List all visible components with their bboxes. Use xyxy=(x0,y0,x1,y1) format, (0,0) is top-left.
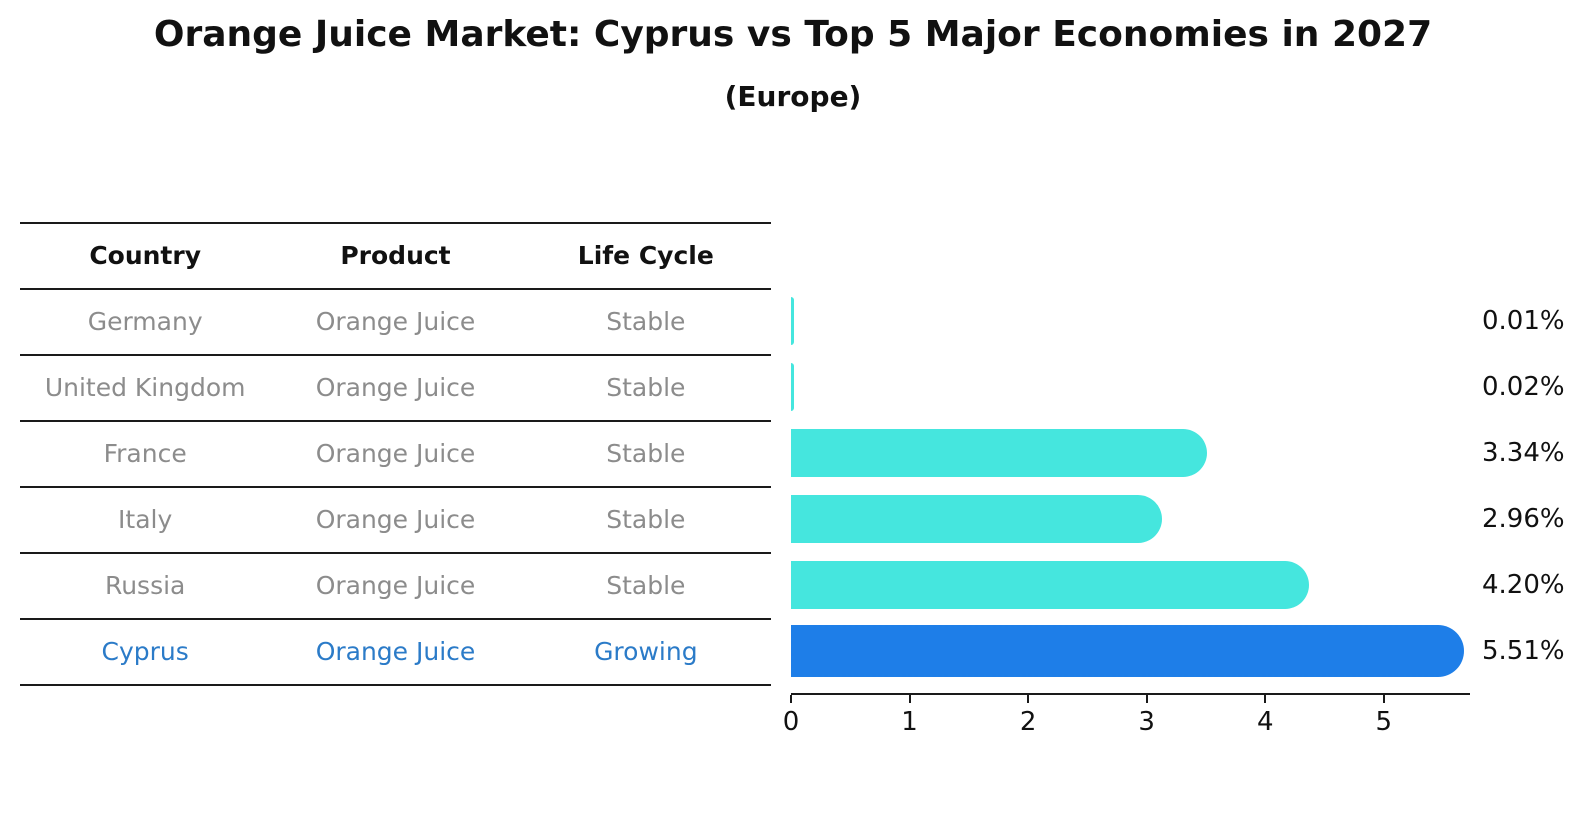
cell-life-cycle: Growing xyxy=(594,637,698,666)
x-tick-mark xyxy=(1145,695,1148,703)
value-label: 0.01% xyxy=(1482,306,1565,336)
country-table: Country Product Life Cycle Germany Orang… xyxy=(20,222,771,686)
bar-row xyxy=(791,288,1468,354)
cell-product: Orange Juice xyxy=(315,439,476,468)
bar-row xyxy=(791,552,1468,618)
cell-life-cycle: Stable xyxy=(606,439,686,468)
x-tick-mark xyxy=(908,695,911,703)
table-row: Germany Orange Juice Stable xyxy=(20,290,771,356)
bar-france xyxy=(791,429,1207,477)
x-tick-label: 5 xyxy=(1375,707,1393,737)
column-header-product: Product xyxy=(340,241,451,270)
x-tick-mark xyxy=(790,695,792,703)
table-row-cyprus: Cyprus Orange Juice Growing xyxy=(20,620,771,686)
cell-life-cycle: Stable xyxy=(606,505,686,534)
value-label: 5.51% xyxy=(1482,636,1565,666)
x-tick-mark xyxy=(1264,695,1267,703)
cell-country: Italy xyxy=(118,505,173,534)
bar-italy xyxy=(791,495,1162,543)
table-row: Russia Orange Juice Stable xyxy=(20,554,771,620)
cell-country: Cyprus xyxy=(101,637,189,666)
x-tick-label: 4 xyxy=(1256,707,1274,737)
chart-title: Orange Juice Market: Cyprus vs Top 5 Maj… xyxy=(153,14,1433,55)
cell-country: France xyxy=(103,439,187,468)
cell-product: Orange Juice xyxy=(315,505,476,534)
bar-row xyxy=(791,486,1468,552)
cell-product: Orange Juice xyxy=(315,571,476,600)
column-header-life-cycle: Life Cycle xyxy=(577,241,714,270)
x-axis-line xyxy=(791,693,1470,695)
x-tick-label: 1 xyxy=(901,707,918,737)
table-row: France Orange Juice Stable xyxy=(20,422,771,488)
x-tick-label: 0 xyxy=(782,707,800,737)
bar-united-kingdom xyxy=(791,363,794,411)
x-tick-mark xyxy=(1027,695,1030,703)
table-header-row: Country Product Life Cycle xyxy=(20,224,771,290)
bar-row xyxy=(791,354,1468,420)
bar-row xyxy=(791,420,1468,486)
cell-country: Russia xyxy=(104,571,186,600)
x-tick-label: 2 xyxy=(1019,707,1037,737)
x-tick-label: 3 xyxy=(1138,707,1155,737)
bar-plot-area xyxy=(791,288,1468,684)
cell-product: Orange Juice xyxy=(315,307,476,336)
bar-cyprus xyxy=(791,625,1465,677)
value-label: 2.96% xyxy=(1482,504,1565,534)
cell-life-cycle: Stable xyxy=(606,373,686,402)
x-axis: 0 1 2 3 4 5 xyxy=(783,695,1470,737)
cell-product: Orange Juice xyxy=(315,373,476,402)
value-label: 3.34% xyxy=(1482,438,1565,468)
cell-life-cycle: Stable xyxy=(606,307,686,336)
cell-product: Orange Juice xyxy=(315,637,476,666)
bar-russia xyxy=(791,561,1309,609)
cell-country: United Kingdom xyxy=(44,373,246,402)
bar-row xyxy=(791,618,1468,684)
table-row: United Kingdom Orange Juice Stable xyxy=(20,356,771,422)
bar-germany xyxy=(791,297,794,345)
cell-life-cycle: Stable xyxy=(606,571,686,600)
value-label: 4.20% xyxy=(1482,570,1565,600)
table-row: Italy Orange Juice Stable xyxy=(20,488,771,554)
column-header-country: Country xyxy=(89,241,202,270)
value-label: 0.02% xyxy=(1482,372,1565,402)
chart-subtitle: (Europe) xyxy=(724,80,862,113)
cell-country: Germany xyxy=(87,307,203,336)
x-tick-mark xyxy=(1382,695,1385,703)
